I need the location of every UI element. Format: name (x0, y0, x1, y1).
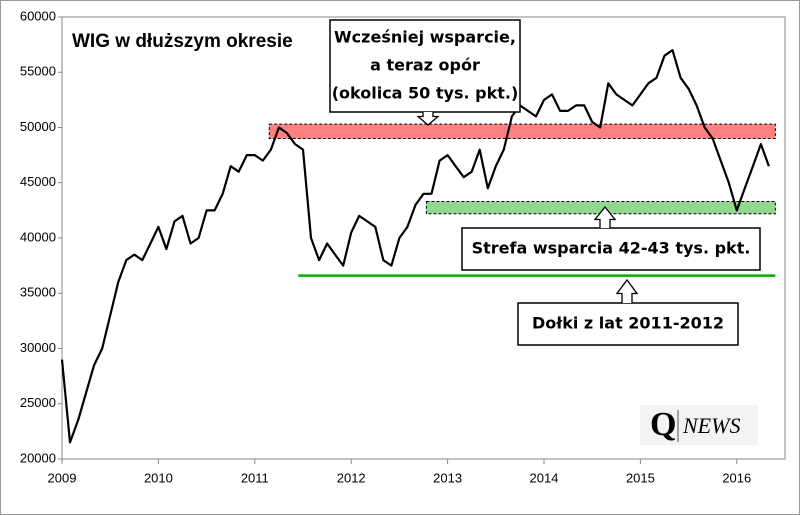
y-tick-label: 40000 (20, 229, 56, 244)
x-tick-label: 2009 (48, 470, 77, 485)
annotation-text: Wcześniej wsparcie, (334, 28, 516, 47)
y-tick-label: 30000 (20, 340, 56, 355)
annotation-arrow (615, 278, 639, 303)
annotation-text: a teraz opór (370, 56, 480, 75)
annotation-text: (okolica 50 tys. pkt.) (332, 84, 519, 103)
chart-title: WIG w dłuższym okresie (72, 31, 293, 52)
annotation-box (329, 19, 521, 113)
y-tick-label: 45000 (20, 174, 56, 189)
y-tick-label: 55000 (20, 64, 56, 79)
y-tick-label: 20000 (20, 450, 56, 465)
x-tick-label: 2016 (722, 470, 751, 485)
annotation-arrow (416, 112, 440, 126)
x-tick-label: 2012 (337, 470, 366, 485)
x-tick-label: 2013 (433, 470, 462, 485)
annotation-box (461, 227, 761, 271)
logo-q: Q (650, 406, 676, 443)
annotation-text: Dołki z lat 2011-2012 (532, 314, 724, 333)
logo-text: NEWS (682, 413, 740, 438)
logo-bg (640, 405, 758, 445)
y-tick-label: 60000 (20, 8, 56, 23)
x-tick-label: 2011 (241, 470, 269, 485)
x-tick-label: 2015 (626, 470, 655, 485)
y-tick-label: 35000 (20, 285, 56, 300)
zone (268, 123, 776, 140)
x-tick-label: 2014 (530, 470, 559, 485)
annotation-text: Strefa wsparcia 42-43 tys. pkt. (472, 239, 751, 258)
x-tick-label: 2010 (144, 470, 173, 485)
annotation-box (517, 302, 739, 346)
annotation-arrow (593, 205, 617, 228)
y-tick-label: 50000 (20, 119, 56, 134)
line (60, 49, 770, 444)
y-tick-label: 25000 (20, 395, 56, 410)
